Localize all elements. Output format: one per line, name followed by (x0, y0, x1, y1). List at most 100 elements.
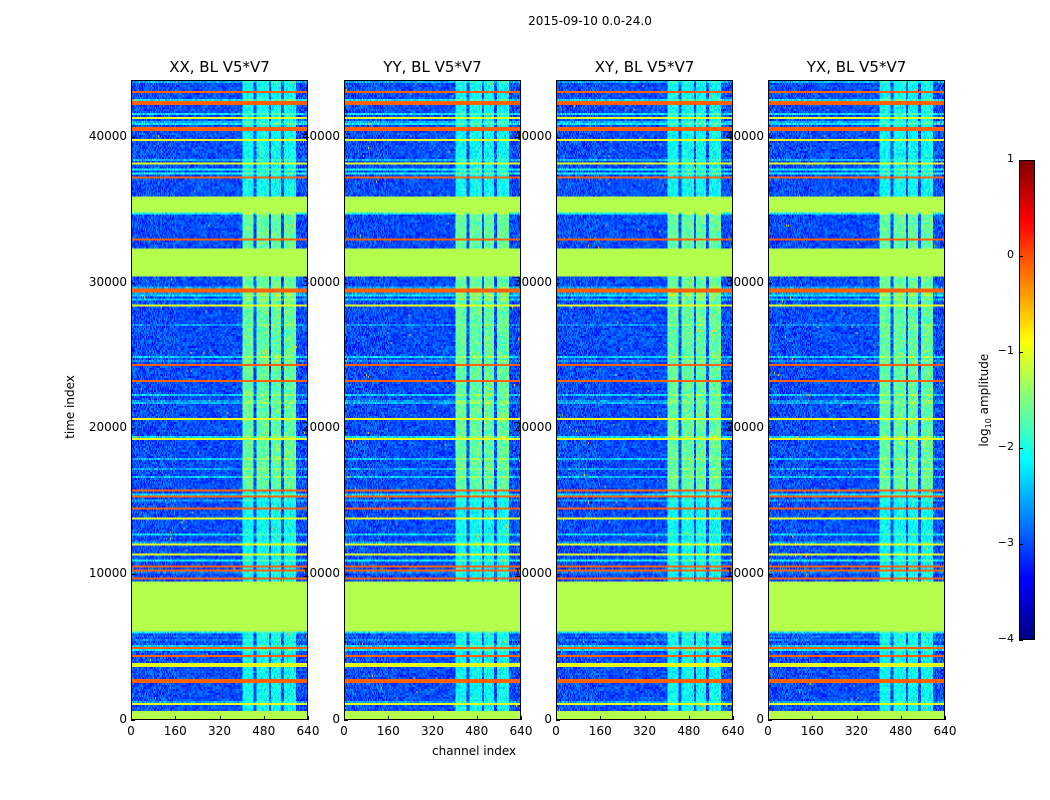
x-tick-label: 320 (633, 724, 656, 738)
heatmap-image (345, 81, 520, 719)
colorbar-tick-label: −2 (997, 440, 1014, 453)
y-tick-label: 20000 (88, 420, 127, 435)
x-tick-label: 320 (845, 724, 868, 738)
y-tick-label: 10000 (725, 566, 764, 581)
x-tick-mark (344, 716, 345, 720)
colorbar-tick-label: 0 (1007, 248, 1014, 261)
y-tick-mark (344, 282, 348, 284)
heatmap-panel (556, 80, 733, 720)
panel-title: YY, BL V5*V7 (383, 58, 482, 76)
colorbar-tick-mark (1019, 160, 1023, 161)
y-tick-mark (344, 574, 348, 576)
y-tick-label: 20000 (513, 420, 552, 435)
y-tick-mark (131, 136, 135, 138)
x-tick-mark (688, 716, 690, 720)
y-axis-label: time index (63, 375, 77, 439)
y-tick-label: 30000 (88, 274, 127, 289)
x-tick-mark (768, 716, 769, 720)
y-tick-label: 40000 (513, 128, 552, 143)
colorbar (1019, 160, 1035, 640)
x-tick-label: 160 (376, 724, 400, 738)
x-tick-mark (556, 716, 557, 720)
x-tick-label: 640 (721, 724, 745, 738)
x-tick-mark (432, 716, 434, 720)
y-tick-label: 10000 (301, 566, 340, 581)
colorbar-tick-mark (1019, 256, 1023, 257)
x-tick-label: 160 (163, 724, 187, 738)
x-tick-mark (521, 716, 522, 720)
y-tick-mark (344, 136, 348, 138)
y-tick-label: 10000 (513, 566, 552, 581)
heatmap-image (557, 81, 732, 719)
x-tick-mark (644, 716, 646, 720)
panel-title: XY, BL V5*V7 (594, 58, 695, 76)
heatmap-panel (131, 80, 308, 720)
y-tick-label: 30000 (725, 274, 764, 289)
colorbar-label: log10 amplitude (976, 353, 994, 447)
y-tick-mark (344, 720, 348, 721)
y-tick-mark (131, 720, 135, 721)
y-tick-label: 40000 (301, 128, 340, 143)
y-tick-label: 0 (544, 712, 552, 726)
y-tick-mark (131, 428, 135, 430)
y-tick-label: 30000 (513, 274, 552, 289)
panel-title: YX, BL V5*V7 (806, 58, 907, 76)
x-tick-label: 640 (296, 724, 320, 738)
x-tick-mark (945, 716, 946, 720)
colorbar-tick-mark (1019, 448, 1023, 449)
x-tick-label: 160 (800, 724, 824, 738)
x-tick-mark (900, 716, 902, 720)
heatmap-panel (344, 80, 521, 720)
heatmap-panel (768, 80, 945, 720)
x-tick-mark (856, 716, 858, 720)
x-tick-label: 480 (677, 724, 701, 738)
y-tick-mark (768, 574, 772, 576)
colorbar-tick-mark (1019, 640, 1023, 641)
x-tick-mark (733, 716, 734, 720)
y-tick-label: 20000 (725, 420, 764, 435)
x-tick-label: 480 (252, 724, 276, 738)
x-tick-mark (219, 716, 221, 720)
x-tick-label: 640 (509, 724, 533, 738)
x-axis-label: channel index (432, 744, 517, 758)
x-tick-label: 0 (127, 724, 135, 738)
figure-title: 2015-09-10 0.0-24.0 (528, 14, 652, 28)
x-tick-label: 480 (889, 724, 913, 738)
heatmap-image (132, 81, 307, 719)
colorbar-tick-mark (1019, 352, 1023, 353)
y-tick-mark (556, 136, 560, 138)
x-tick-mark (388, 716, 390, 720)
x-tick-label: 0 (340, 724, 348, 738)
y-tick-mark (131, 282, 135, 284)
x-tick-label: 320 (421, 724, 444, 738)
x-tick-mark (600, 716, 602, 720)
y-tick-label: 10000 (88, 566, 127, 581)
y-tick-mark (131, 574, 135, 576)
x-tick-label: 0 (764, 724, 772, 738)
x-tick-mark (263, 716, 265, 720)
heatmap-image (769, 81, 944, 719)
x-tick-label: 0 (552, 724, 560, 738)
colorbar-tick-label: −4 (997, 632, 1014, 645)
y-tick-mark (768, 282, 772, 284)
y-tick-label: 0 (756, 712, 764, 726)
colorbar-tick-mark (1019, 544, 1023, 545)
x-tick-label: 320 (208, 724, 231, 738)
colorbar-tick-label: 1 (1007, 152, 1014, 165)
y-tick-mark (556, 574, 560, 576)
panel-title: XX, BL V5*V7 (169, 58, 270, 76)
x-tick-label: 160 (588, 724, 612, 738)
y-tick-mark (556, 720, 560, 721)
y-tick-mark (768, 720, 772, 721)
y-tick-label: 20000 (301, 420, 340, 435)
x-tick-label: 480 (465, 724, 489, 738)
x-tick-mark (308, 716, 309, 720)
x-tick-mark (175, 716, 177, 720)
y-tick-mark (768, 136, 772, 138)
y-tick-mark (556, 282, 560, 284)
y-tick-mark (344, 428, 348, 430)
x-tick-label: 640 (933, 724, 957, 738)
y-tick-label: 0 (119, 712, 127, 726)
y-tick-label: 40000 (725, 128, 764, 143)
y-tick-mark (556, 428, 560, 430)
